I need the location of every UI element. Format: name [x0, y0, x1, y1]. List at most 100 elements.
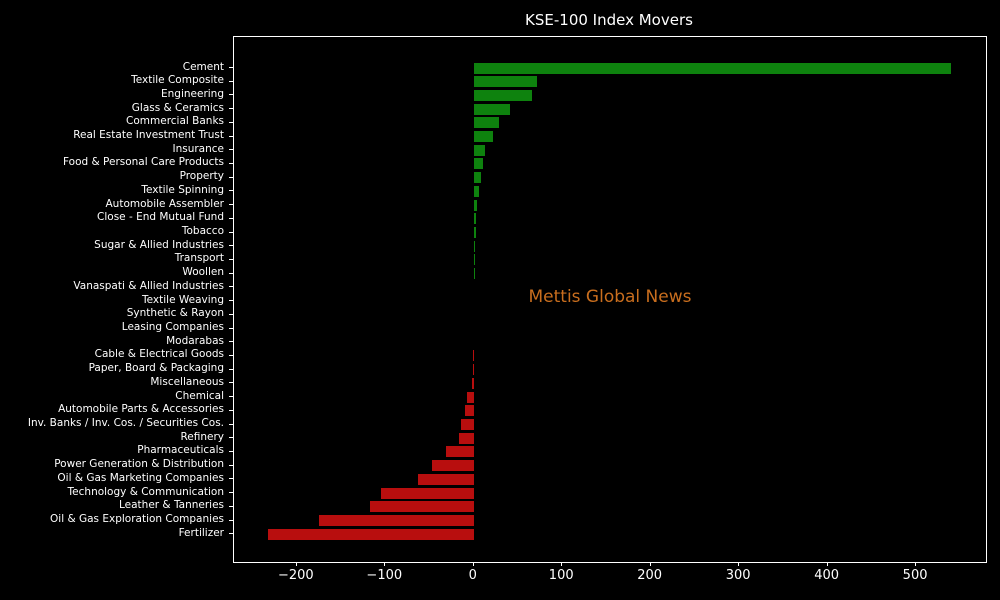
x-tick-label: 200	[637, 568, 663, 583]
y-tick-label: Tobacco	[181, 225, 224, 238]
y-tick-label: Miscellaneous	[150, 375, 224, 388]
y-tick-label: Textile Weaving	[142, 293, 224, 306]
bar-positive	[473, 62, 951, 74]
y-tick	[229, 162, 233, 164]
bar-positive	[473, 76, 537, 88]
y-tick	[229, 108, 233, 110]
y-tick-label: Pharmaceuticals	[137, 444, 224, 457]
bar-negative	[418, 473, 474, 485]
x-tick-label: −200	[277, 568, 314, 583]
bar-positive	[473, 213, 476, 225]
bar-negative	[472, 364, 474, 376]
y-tick	[229, 121, 233, 123]
bar-positive	[473, 144, 486, 156]
y-tick-label: Cement	[182, 60, 224, 73]
bar-positive	[473, 254, 475, 266]
y-tick-label: Insurance	[172, 142, 224, 155]
y-tick-label: Oil & Gas Marketing Companies	[57, 471, 224, 484]
y-tick-label: Vanaspati & Allied Industries	[73, 279, 224, 292]
y-tick-label: Glass & Ceramics	[131, 101, 224, 114]
bar-negative	[267, 528, 474, 540]
bar-negative	[464, 405, 474, 417]
y-tick-label: Automobile Assembler	[105, 197, 225, 210]
y-tick-label: Fertilizer	[178, 526, 224, 539]
y-tick	[229, 492, 233, 494]
x-tick-label: 100	[548, 568, 574, 583]
y-tick-label: Commercial Banks	[126, 115, 224, 128]
bar-positive	[473, 89, 533, 101]
y-tick-label: Transport	[174, 252, 224, 265]
x-tick-label: −100	[366, 568, 403, 583]
y-tick-label: Leather & Tanneries	[118, 499, 224, 512]
bar-positive	[473, 199, 478, 211]
bar-negative	[472, 377, 474, 389]
y-tick-label: Inv. Banks / Inv. Cos. / Securities Cos.	[27, 417, 224, 430]
y-tick	[229, 217, 233, 219]
y-tick-label: Property	[179, 170, 224, 183]
bar-negative	[380, 487, 474, 499]
y-tick-label: Refinery	[180, 430, 224, 443]
bar-negative	[466, 391, 474, 403]
y-tick	[229, 327, 233, 329]
y-tick	[229, 67, 233, 68]
y-tick-label: Chemical	[175, 389, 224, 402]
y-tick-label: Power Generation & Distribution	[54, 458, 224, 471]
plot-area: Mettis Global News	[233, 36, 987, 563]
y-tick	[229, 204, 233, 206]
y-tick	[229, 341, 233, 343]
y-tick-label: Close - End Mutual Fund	[97, 211, 224, 224]
y-tick	[229, 505, 233, 507]
x-tick	[561, 562, 563, 566]
bar-negative	[432, 460, 474, 472]
bar-positive	[473, 227, 476, 239]
x-tick	[649, 562, 651, 566]
bar-positive	[473, 172, 481, 184]
y-tick	[229, 149, 233, 151]
x-tick	[738, 562, 740, 566]
y-tick	[229, 286, 233, 288]
bar-negative	[472, 350, 474, 362]
y-tick	[229, 423, 233, 425]
y-tick	[229, 382, 233, 384]
bar-positive	[473, 268, 475, 280]
y-tick-label: Textile Composite	[131, 74, 224, 87]
y-tick	[229, 354, 233, 356]
y-tick	[229, 533, 233, 535]
y-tick-label: Synthetic & Rayon	[126, 307, 224, 320]
y-tick	[229, 190, 233, 192]
bar-positive	[473, 117, 500, 129]
y-tick	[229, 135, 233, 137]
y-tick	[229, 464, 233, 466]
y-tick-label: Automobile Parts & Accessories	[58, 403, 224, 416]
bar-positive	[473, 103, 511, 115]
x-tick-label: 0	[468, 568, 477, 583]
x-tick-label: 300	[725, 568, 751, 583]
bar-positive	[473, 240, 476, 252]
x-tick	[915, 562, 917, 566]
y-tick	[229, 245, 233, 247]
x-tick	[384, 562, 386, 566]
x-tick	[295, 562, 297, 566]
y-tick	[229, 94, 233, 96]
y-tick	[229, 368, 233, 370]
chart-title: KSE-100 Index Movers	[525, 11, 693, 29]
y-tick	[229, 300, 233, 302]
y-tick	[229, 231, 233, 233]
y-tick-label: Technology & Communication	[67, 485, 224, 498]
y-tick-label: Woollen	[182, 266, 224, 279]
bar-positive	[473, 131, 494, 143]
x-tick-label: 400	[814, 568, 840, 583]
bar-negative	[446, 446, 474, 458]
bar-negative	[461, 419, 474, 431]
x-tick	[826, 562, 828, 566]
y-tick-label: Paper, Board & Packaging	[88, 362, 224, 375]
y-tick	[229, 313, 233, 315]
bar-negative	[458, 432, 474, 444]
y-tick-label: Leasing Companies	[121, 321, 224, 334]
bar-negative	[370, 501, 474, 513]
x-tick-label: 500	[902, 568, 928, 583]
y-tick	[229, 409, 233, 411]
y-tick	[229, 258, 233, 260]
watermark: Mettis Global News	[528, 287, 692, 307]
